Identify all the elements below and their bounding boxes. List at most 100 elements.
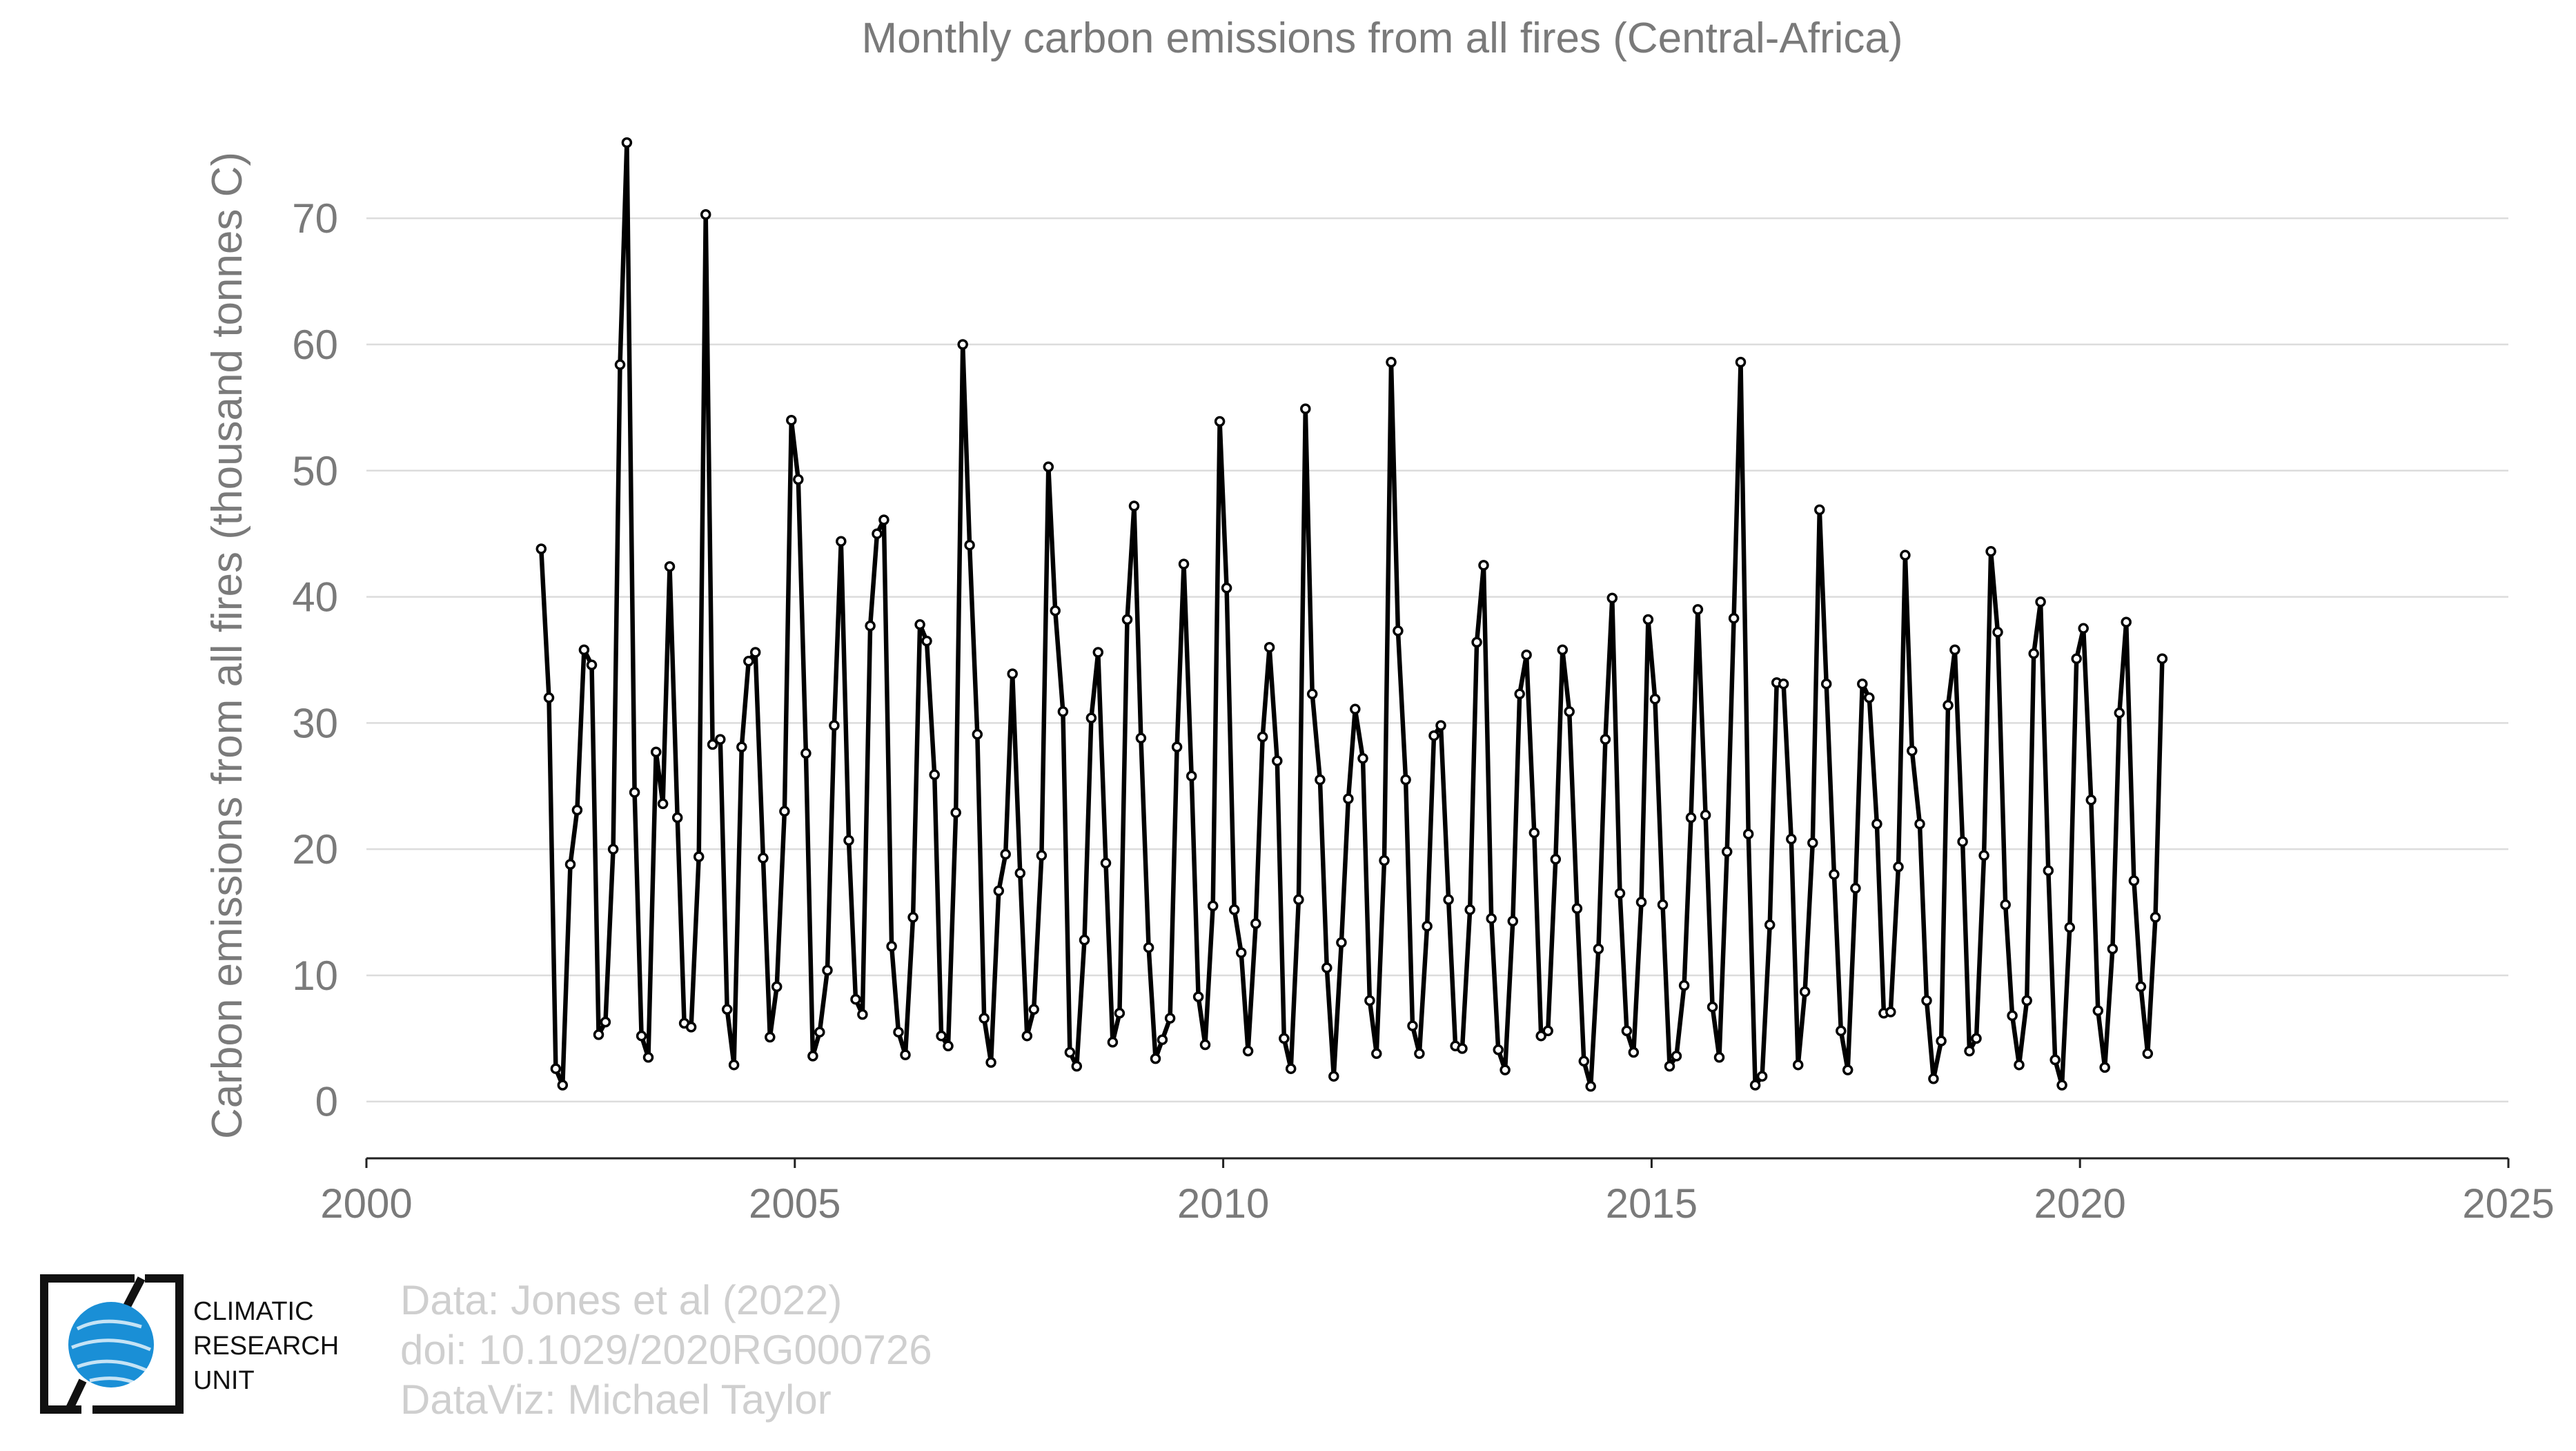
data-point (1300, 403, 1311, 414)
data-point (1272, 755, 1283, 766)
data-point (1306, 688, 1318, 700)
data-point (943, 1040, 954, 1052)
data-point (1829, 868, 1840, 880)
data-point (1164, 1013, 1176, 1024)
x-tick-label: 2015 (1606, 1180, 1698, 1227)
data-point (1014, 868, 1026, 879)
data-point (1786, 833, 1797, 845)
data-point (657, 798, 669, 810)
globe-swirl-icon (71, 1319, 151, 1385)
data-point (979, 1013, 990, 1024)
data-point (650, 746, 662, 758)
data-point (728, 1059, 740, 1071)
data-point (1842, 1064, 1854, 1075)
data-point (2092, 1005, 2104, 1016)
data-point (829, 720, 840, 731)
data-point (1535, 1030, 1546, 1042)
data-point (1028, 1004, 1039, 1015)
chart-title: Monthly carbon emissions from all fires … (861, 14, 1902, 62)
data-point (907, 912, 918, 923)
data-point (1199, 1039, 1211, 1051)
data-point (1336, 937, 1347, 948)
data-point (1486, 913, 1497, 924)
data-point (779, 806, 790, 817)
data-point (1186, 770, 1197, 781)
data-point (1978, 850, 1989, 861)
data-point (1343, 793, 1354, 804)
data-point (1614, 888, 1626, 899)
data-point (2128, 875, 2140, 886)
data-point (2156, 653, 2168, 664)
y-tick-label: 50 (292, 448, 338, 494)
data-point (1700, 810, 1711, 821)
data-point (1864, 692, 1875, 703)
data-point (1678, 980, 1690, 991)
data-point (1957, 836, 1968, 847)
data-point (1000, 848, 1011, 860)
data-point (957, 339, 968, 350)
y-tick-labels: 0 10 20 30 40 50 60 70 (292, 195, 338, 1125)
data-point (771, 981, 783, 993)
data-point (2056, 1080, 2067, 1091)
data-point (1107, 1037, 1119, 1048)
data-point (1157, 1034, 1168, 1045)
data-point (1593, 943, 1604, 955)
data-point (1350, 703, 1361, 715)
data-point (1943, 700, 1954, 711)
data-point (1414, 1048, 1425, 1060)
data-point (1428, 730, 1439, 741)
data-point (1371, 1048, 1382, 1060)
data-point (749, 647, 761, 658)
data-point (721, 1004, 733, 1015)
data-point (1064, 1046, 1076, 1058)
data-point (1799, 986, 1811, 997)
data-point (2135, 981, 2147, 993)
logo-bracket-icon (40, 1274, 184, 1414)
y-tick-label: 40 (292, 574, 338, 621)
data-point (1571, 903, 1583, 914)
data-point (1900, 549, 1911, 561)
data-point (1635, 897, 1647, 908)
data-point (1528, 827, 1540, 839)
data-point (614, 359, 626, 371)
data-point (1820, 678, 1832, 690)
data-point (1043, 461, 1054, 473)
data-point (1778, 678, 1789, 690)
data-point (1514, 688, 1525, 700)
data-point (1021, 1030, 1033, 1042)
data-point (1749, 1080, 1761, 1091)
data-point (786, 414, 797, 426)
data-point (1521, 649, 1532, 661)
data-point (1250, 918, 1261, 929)
data-point (1585, 1081, 1596, 1092)
data-point (1578, 1055, 1590, 1067)
data-point (1807, 837, 1818, 848)
data-point (1171, 741, 1183, 752)
data-point (1713, 1052, 1725, 1063)
data-point (865, 620, 876, 632)
data-point (950, 807, 961, 818)
data-point (1657, 899, 1669, 910)
data-point (707, 739, 718, 750)
data-point (1257, 731, 1268, 743)
data-point (693, 851, 705, 862)
data-point (642, 1052, 654, 1063)
data-point (1500, 1064, 1511, 1075)
data-point (843, 835, 854, 846)
data-point (1642, 614, 1654, 625)
data-point (1728, 612, 1740, 624)
data-point (914, 619, 925, 630)
data-point (685, 1022, 697, 1033)
data-point (636, 1030, 647, 1042)
data-point (972, 729, 983, 740)
y-tick-label: 60 (292, 322, 338, 368)
data-point (1671, 1051, 1682, 1062)
data-point (1692, 604, 1704, 615)
data-point (1007, 668, 1018, 679)
data-point (1328, 1071, 1339, 1082)
data-point (929, 769, 940, 781)
cru-logo: CLIMATIC RESEARCH UNIT (40, 1274, 339, 1414)
data-point (1735, 356, 1747, 368)
data-point (671, 812, 683, 824)
